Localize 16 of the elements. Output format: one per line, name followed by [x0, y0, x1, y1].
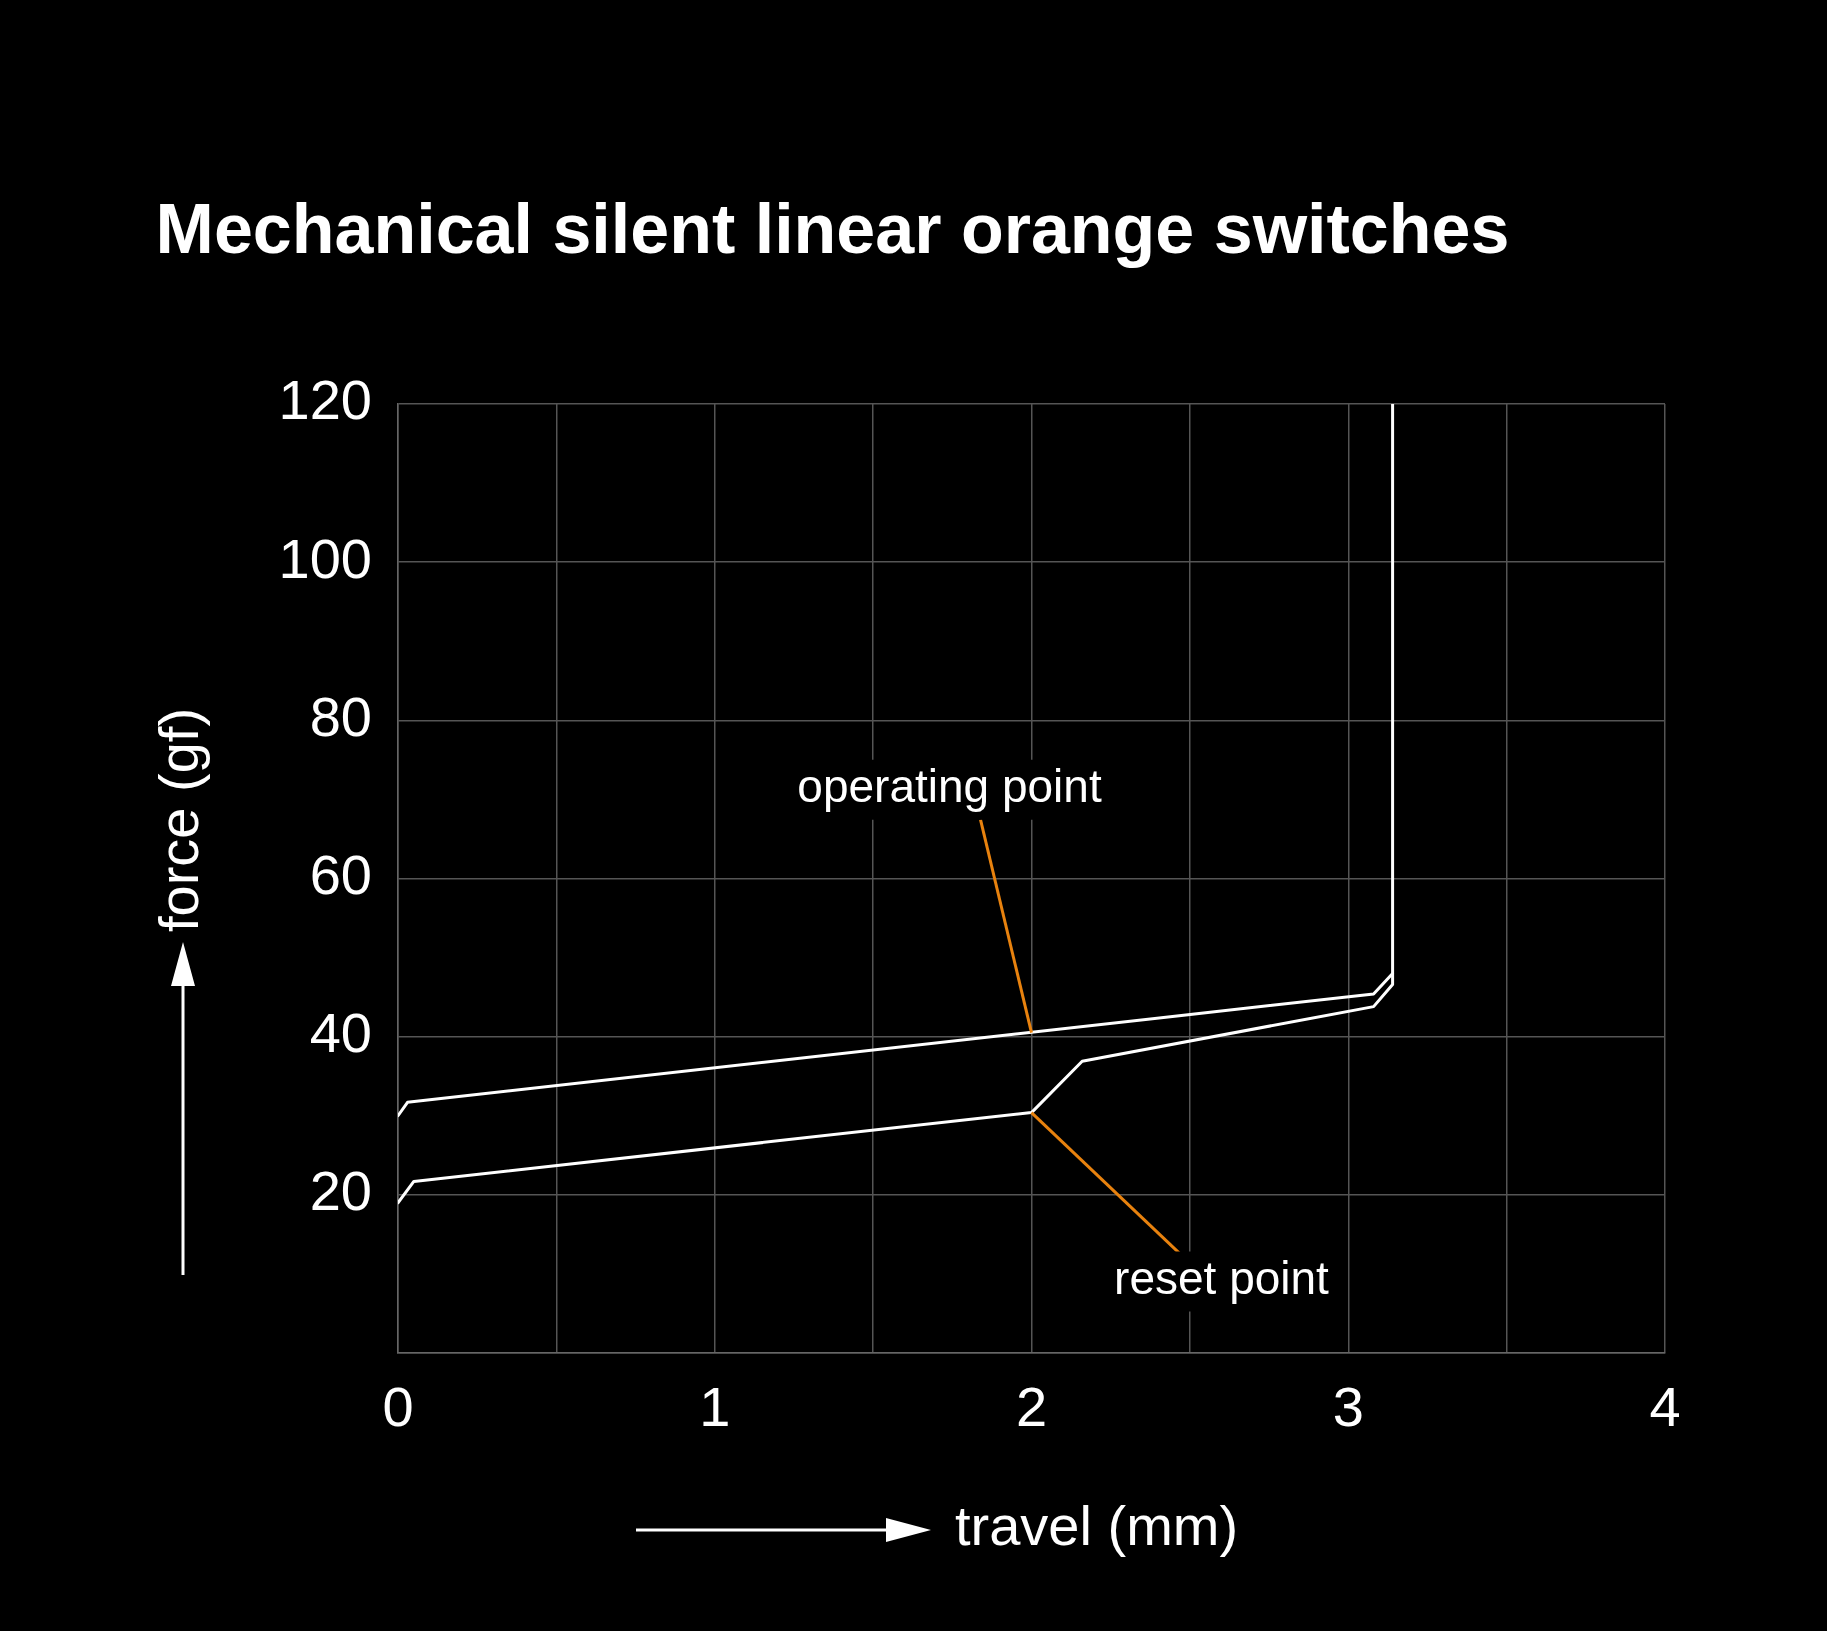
x-tick-label: 1 — [699, 1375, 731, 1439]
y-tick-label: 20 — [309, 1159, 372, 1223]
x-tick-label: 4 — [1649, 1375, 1681, 1439]
x-tick-label: 2 — [1015, 1375, 1048, 1439]
x-axis-title: travel (mm) — [955, 1494, 1239, 1558]
y-tick-label: 40 — [309, 1001, 372, 1065]
x-tick-label: 0 — [382, 1375, 414, 1439]
x-tick-label: 3 — [1332, 1375, 1364, 1439]
chart-title: Mechanical silent linear orange switches — [155, 190, 1510, 269]
y-tick-label: 100 — [278, 526, 372, 590]
y-tick-label: 80 — [309, 684, 372, 748]
annotation: operating point — [797, 760, 1102, 813]
y-tick-label: 60 — [309, 842, 372, 906]
y-axis-title: force (gf) — [147, 707, 211, 932]
annotation: reset point — [1114, 1252, 1330, 1305]
y-tick-label: 120 — [278, 368, 372, 432]
